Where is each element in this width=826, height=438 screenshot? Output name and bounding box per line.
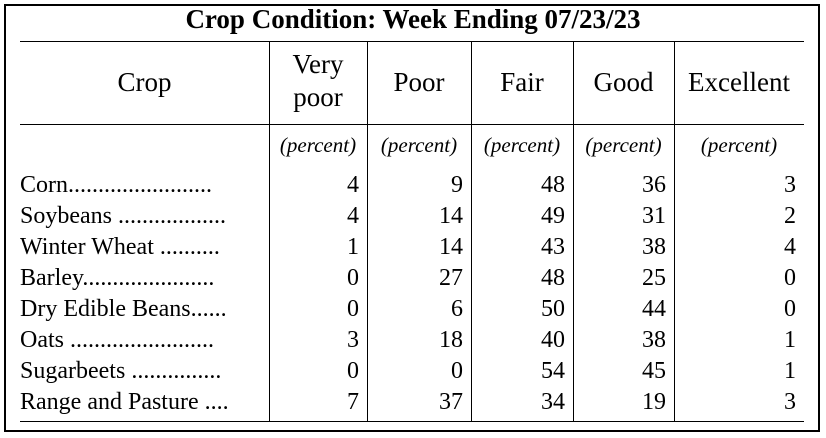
crop-label: Oats ........................ — [20, 325, 214, 356]
cell-very-poor: 0 — [347, 296, 359, 322]
crop-name: Barley — [20, 265, 83, 291]
unit-very-poor: (percent) — [279, 133, 357, 157]
header-good: Good — [593, 67, 654, 97]
crop-label: Range and Pasture .... — [20, 387, 229, 418]
col-divider-5 — [674, 41, 675, 421]
leader-dots: .................. — [118, 203, 226, 229]
cell-good: 19 — [642, 389, 666, 415]
crop-label: Barley...................... — [20, 263, 214, 294]
crop-label: Dry Edible Beans...... — [20, 294, 227, 325]
header-rule — [20, 124, 804, 125]
cell-fair: 34 — [541, 389, 565, 415]
header-very-poor-line2: poor — [293, 82, 343, 112]
leader-dots: .... — [204, 389, 229, 415]
cell-excellent: 1 — [784, 358, 796, 384]
cell-excellent: 4 — [784, 234, 796, 260]
leader-dots: .......... — [159, 234, 220, 260]
cell-fair: 54 — [541, 358, 565, 384]
cell-poor: 0 — [451, 358, 463, 384]
header-crop: Crop — [117, 67, 172, 97]
cell-excellent: 3 — [784, 172, 796, 198]
cell-excellent: 0 — [784, 296, 796, 322]
crop-label: Winter Wheat .......... — [20, 232, 220, 263]
cell-very-poor: 4 — [347, 172, 359, 198]
cell-very-poor: 7 — [347, 389, 359, 415]
crop-name: Sugarbeets — [20, 358, 126, 384]
cell-good: 38 — [642, 327, 666, 353]
cell-poor: 18 — [439, 327, 463, 353]
crop-name: Corn — [20, 172, 68, 198]
cell-poor: 14 — [439, 203, 463, 229]
crop-name: Range and Pasture — [20, 389, 199, 415]
cell-poor: 6 — [451, 296, 463, 322]
header-fair: Fair — [500, 67, 544, 97]
cell-fair: 49 — [541, 203, 565, 229]
cell-good: 36 — [642, 172, 666, 198]
leader-dots: ............... — [131, 358, 222, 384]
cell-very-poor: 0 — [347, 358, 359, 384]
cell-excellent: 0 — [784, 265, 796, 291]
cell-good: 38 — [642, 234, 666, 260]
crop-label: Soybeans .................. — [20, 201, 226, 232]
leader-dots: ........................ — [70, 327, 214, 353]
cell-very-poor: 3 — [347, 327, 359, 353]
cell-poor: 9 — [451, 172, 463, 198]
col-divider-1 — [269, 41, 270, 421]
cell-very-poor: 0 — [347, 265, 359, 291]
cell-excellent: 1 — [784, 327, 796, 353]
crop-name: Winter Wheat — [20, 234, 154, 260]
cell-good: 25 — [642, 265, 666, 291]
title-rule — [20, 41, 804, 42]
leader-dots: ...... — [190, 296, 227, 322]
col-divider-3 — [471, 41, 472, 421]
cell-excellent: 2 — [784, 203, 796, 229]
cell-fair: 48 — [541, 172, 565, 198]
unit-excellent: (percent) — [700, 133, 778, 157]
bottom-rule — [20, 421, 804, 422]
crop-name: Oats — [20, 327, 64, 353]
leader-dots: ........................ — [68, 172, 212, 198]
cell-fair: 48 — [541, 265, 565, 291]
unit-fair: (percent) — [483, 133, 561, 157]
crop-label: Sugarbeets ............... — [20, 356, 221, 387]
col-divider-4 — [573, 41, 574, 421]
cell-good: 45 — [642, 358, 666, 384]
cell-good: 44 — [642, 296, 666, 322]
header-excellent: Excellent — [688, 67, 790, 97]
col-divider-2 — [367, 41, 368, 421]
table-title: Crop Condition: Week Ending 07/23/23 — [185, 4, 641, 34]
crop-name: Soybeans — [20, 203, 112, 229]
cell-fair: 50 — [541, 296, 565, 322]
cell-fair: 43 — [541, 234, 565, 260]
cell-fair: 40 — [541, 327, 565, 353]
cell-very-poor: 4 — [347, 203, 359, 229]
cell-very-poor: 1 — [347, 234, 359, 260]
header-very-poor-line1: Very — [292, 49, 344, 79]
unit-poor: (percent) — [380, 133, 458, 157]
leader-dots: ...................... — [82, 265, 215, 291]
cell-excellent: 3 — [784, 389, 796, 415]
cell-poor: 37 — [439, 389, 463, 415]
unit-good: (percent) — [585, 133, 662, 157]
crop-label: Corn........................ — [20, 170, 212, 201]
header-very-poor: Very poor — [269, 48, 367, 114]
table-frame — [4, 4, 820, 432]
cell-good: 31 — [642, 203, 666, 229]
cell-poor: 14 — [439, 234, 463, 260]
cell-poor: 27 — [439, 265, 463, 291]
header-poor: Poor — [393, 67, 445, 97]
crop-name: Dry Edible Beans — [20, 296, 191, 322]
